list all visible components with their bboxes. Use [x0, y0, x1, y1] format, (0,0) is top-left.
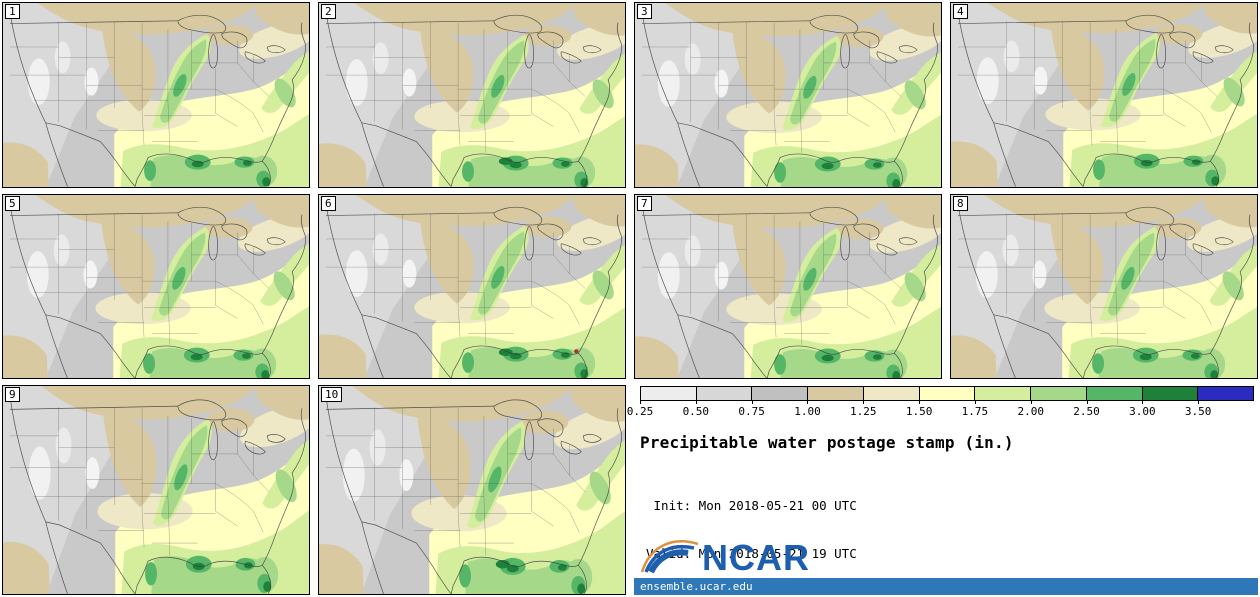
ncar-wordmark: NCAR	[702, 536, 810, 578]
colorbar-tick	[863, 400, 865, 404]
colorbar-labels: 0.25 0.50 0.75 1.00 1.25 1.50 1.75 2.00 2.50 3.00…	[627, 400, 1254, 419]
colorbar-tick-label: 1.50	[905, 405, 933, 418]
colorbar-tick-label: 3.50	[1184, 405, 1212, 418]
ncar-logo-arcs-icon	[640, 540, 699, 574]
pwat-map	[951, 3, 1257, 187]
colorbar-tick	[1198, 400, 1200, 404]
ensemble-member-panel: 3	[634, 2, 942, 188]
colorbar-tick-label: 0.50	[682, 405, 710, 418]
ensemble-member-panel: 4	[950, 2, 1258, 188]
pwat-map	[635, 194, 941, 378]
colorbar-tick	[695, 400, 697, 404]
pwat-map	[319, 386, 625, 594]
colorbar-segment	[862, 387, 919, 400]
colorbar-tick	[919, 400, 921, 404]
colorbar-tick	[1142, 400, 1144, 404]
pwat-map	[3, 194, 309, 378]
footer-bar: ensemble.ucar.edu	[634, 578, 1258, 595]
ncar-logo: NCAR	[640, 534, 810, 578]
colorbar-tick-label: 2.00	[1017, 405, 1044, 418]
colorbar-segment	[1085, 387, 1142, 400]
ensemble-member-panel: 9	[2, 385, 310, 595]
ensemble-member-panel: 2	[318, 2, 626, 188]
colorbar-segment	[751, 387, 808, 400]
colorbar-segment	[974, 387, 1031, 400]
pwat-map	[319, 3, 625, 187]
colorbar-tick	[1030, 400, 1032, 404]
colorbar-segment	[1141, 387, 1198, 400]
colorbar	[640, 386, 1254, 401]
member-number-badge: 9	[5, 387, 20, 402]
member-number-badge: 6	[321, 195, 336, 211]
member-number-badge: 5	[5, 195, 20, 211]
colorbar-segment	[807, 387, 863, 400]
colorbar-tick	[640, 400, 641, 404]
member-number-badge: 4	[953, 4, 968, 19]
pwat-map	[319, 194, 625, 378]
colorbar-tick-label: 3.00	[1129, 405, 1156, 418]
legend-area: 0.25 0.50 0.75 1.00 1.25 1.50 1.75 2.00 2.50 3.00…	[627, 385, 1258, 595]
ensemble-url: ensemble.ucar.edu	[640, 580, 753, 593]
member-number-badge: 2	[321, 4, 336, 19]
ensemble-member-panel: 7	[634, 193, 942, 379]
member-number-badge: 1	[5, 4, 20, 19]
colorbar-segment	[918, 387, 975, 400]
ensemble-member-panel: 5	[2, 193, 310, 379]
ensemble-member-panel: 6	[318, 193, 626, 379]
colorbar-tick	[807, 400, 809, 404]
colorbar-tick-label: 1.75	[961, 405, 989, 418]
colorbar-tick-label: 0.75	[738, 405, 765, 418]
ensemble-member-panel: 1	[2, 2, 310, 188]
product-title: Precipitable water postage stamp (in.)	[640, 433, 1014, 452]
colorbar-tick-label: 0.25	[626, 405, 654, 418]
init-time: Init: Mon 2018-05-21 00 UTC	[646, 497, 857, 513]
colorbar-segment	[695, 387, 752, 400]
colorbar-segment	[1197, 387, 1254, 400]
ensemble-member-panel: 8	[950, 193, 1258, 379]
colorbar-tick	[751, 400, 753, 404]
pwat-map	[3, 3, 309, 187]
pwat-map	[3, 386, 309, 594]
colorbar-segment	[1030, 387, 1086, 400]
colorbar-segment	[641, 387, 696, 400]
colorbar-tick	[1086, 400, 1088, 404]
colorbar-tick	[974, 400, 976, 404]
member-number-badge: 8	[953, 195, 968, 211]
member-number-badge: 7	[637, 195, 652, 211]
pwat-map	[635, 3, 941, 187]
member-number-badge: 3	[637, 4, 652, 19]
member-number-badge: 10	[321, 387, 343, 402]
pwat-map	[951, 194, 1257, 378]
colorbar-tick-label: 1.00	[794, 405, 821, 418]
colorbar-tick-label: 2.50	[1073, 405, 1100, 418]
ensemble-member-panel: 10	[318, 385, 626, 595]
colorbar-tick-label: 1.25	[850, 405, 877, 418]
